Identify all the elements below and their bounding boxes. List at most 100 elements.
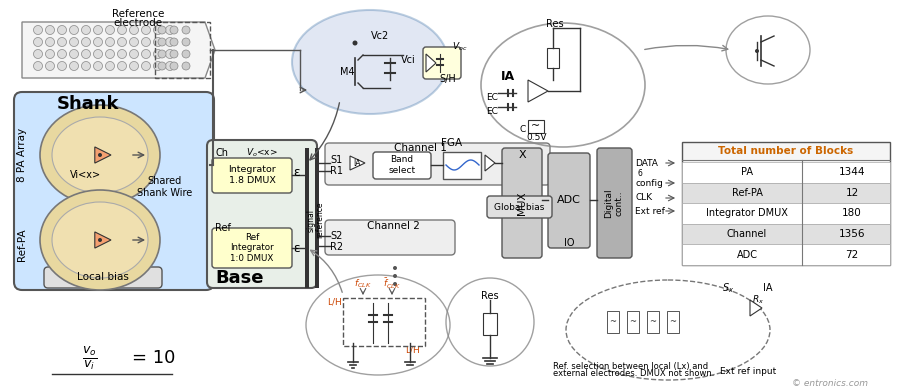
Text: ~: ~ [670,317,677,326]
Text: DATA: DATA [635,158,658,167]
Text: Channel: Channel [727,229,767,239]
Text: ~: ~ [650,317,656,326]
Text: Ref: Ref [215,223,231,233]
Text: 180: 180 [842,208,862,219]
Circle shape [82,38,91,47]
Bar [443,152,481,179]
Circle shape [393,282,397,286]
Polygon shape [485,155,495,171]
FancyBboxPatch shape [14,92,214,290]
Ellipse shape [40,105,160,205]
Text: R2: R2 [330,242,343,252]
Text: Total number of Blocks: Total number of Blocks [718,146,853,156]
Circle shape [46,50,55,59]
Circle shape [141,61,150,70]
Circle shape [154,61,163,70]
Circle shape [141,25,150,34]
Bar [682,183,890,203]
Circle shape [154,25,163,34]
Text: Band
select: Band select [389,155,416,175]
Text: ~: ~ [609,317,617,326]
FancyBboxPatch shape [373,152,431,179]
Text: electrode: electrode [113,18,163,28]
Circle shape [58,25,67,34]
FancyBboxPatch shape [325,220,455,255]
Circle shape [58,38,67,47]
Text: 72: 72 [845,250,859,260]
Circle shape [46,61,55,70]
Text: $R_x$: $R_x$ [752,294,764,306]
Text: IA: IA [353,158,361,167]
Ellipse shape [52,117,148,193]
Text: $V_o$<x>: $V_o$<x> [246,147,278,159]
Text: 0.5V: 0.5V [526,133,547,142]
Text: MUX: MUX [517,191,527,215]
Text: M4: M4 [339,67,355,77]
Text: Digital
cont..: Digital cont.. [604,188,624,218]
Circle shape [170,62,178,70]
Circle shape [170,38,178,46]
Text: $V_{oc}$: $V_{oc}$ [453,41,468,53]
Text: external electrodes. DMUX not shown.: external electrodes. DMUX not shown. [553,369,715,378]
Circle shape [94,50,103,59]
Text: X: X [518,150,526,160]
Circle shape [46,38,55,47]
Circle shape [58,50,67,59]
Circle shape [166,50,175,59]
Circle shape [118,50,127,59]
FancyBboxPatch shape [212,158,292,193]
Text: R1: R1 [330,166,343,176]
Text: reference: reference [316,202,325,238]
Bar [682,224,890,244]
Circle shape [118,38,127,47]
Text: 12: 12 [845,188,859,198]
Text: 6: 6 [637,169,642,178]
Text: ε: ε [293,242,301,255]
Bar [682,244,890,265]
Text: © entronics.com: © entronics.com [792,380,868,389]
Text: L/H: L/H [328,298,342,307]
Text: ADC: ADC [557,195,580,205]
Circle shape [154,50,163,59]
Polygon shape [750,300,762,316]
Text: $\bar{f}_{CLK}$: $\bar{f}_{CLK}$ [383,277,400,291]
Text: 8 PA Array: 8 PA Array [17,128,27,182]
Polygon shape [528,80,548,102]
Text: $S_x$: $S_x$ [722,281,734,295]
Text: Res: Res [546,19,563,29]
Circle shape [182,62,190,70]
Text: Vc2: Vc2 [371,31,389,41]
Bar [627,311,639,333]
Bar [343,298,425,346]
Text: 1356: 1356 [839,229,865,239]
Text: ~: ~ [629,317,636,326]
Polygon shape [350,156,365,170]
Circle shape [130,38,139,47]
Text: IA: IA [763,283,773,293]
Text: Res: Res [482,291,499,301]
FancyBboxPatch shape [423,47,461,79]
Circle shape [141,50,150,59]
Bar [305,148,309,288]
Text: L/H: L/H [406,346,420,355]
FancyBboxPatch shape [207,140,317,288]
Text: Ch: Ch [215,148,228,158]
Bar [682,203,890,224]
Circle shape [33,38,42,47]
Circle shape [118,25,127,34]
Circle shape [33,61,42,70]
Circle shape [158,38,166,46]
Circle shape [166,38,175,47]
Circle shape [69,61,78,70]
Circle shape [105,25,114,34]
Circle shape [94,25,103,34]
Text: Ref-PA: Ref-PA [17,229,27,261]
Bar [155,22,210,78]
Text: Channel 2: Channel 2 [366,221,419,231]
Bar [647,311,659,333]
Polygon shape [94,232,111,248]
Text: Shank: Shank [57,95,120,113]
Text: $\frac{v_o}{v_i}$: $\frac{v_o}{v_i}$ [83,344,97,372]
Circle shape [94,38,103,47]
Circle shape [170,26,178,34]
